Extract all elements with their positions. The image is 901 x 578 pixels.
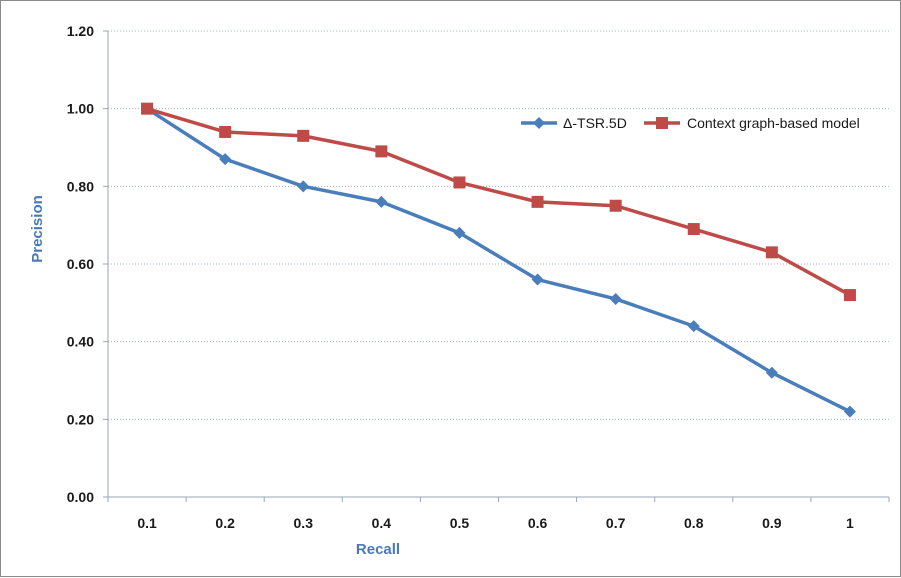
legend: Δ-TSR.5D Context graph-based model — [521, 115, 860, 131]
legend-item: Δ-TSR.5D — [521, 115, 627, 131]
y-tick-label: 0.40 — [67, 334, 94, 350]
data-point-square — [843, 289, 856, 302]
legend-label: Δ-TSR.5D — [563, 115, 627, 131]
data-point-diamond — [453, 226, 466, 239]
data-point-square — [687, 223, 700, 236]
data-point-diamond — [297, 180, 310, 193]
data-point-square — [765, 246, 778, 259]
data-point-diamond — [765, 366, 778, 379]
data-point-square — [297, 129, 310, 142]
x-tick-label: 0.8 — [684, 515, 704, 531]
x-tick-label: 0.9 — [762, 515, 782, 531]
data-point-diamond — [843, 405, 856, 418]
series-lines — [141, 102, 856, 418]
y-axis-title: Precision — [29, 195, 46, 263]
x-axis-title: Recall — [356, 541, 400, 558]
legend-marker — [533, 117, 545, 129]
y-tick-labels: 0.00 0.20 0.40 0.60 0.80 1.00 1.20 — [67, 23, 94, 505]
x-tick-label: 0.3 — [294, 515, 314, 531]
data-point-diamond — [375, 195, 388, 208]
series-line — [146, 106, 851, 297]
gridlines — [108, 30, 889, 420]
x-tick-label: 0.4 — [372, 515, 392, 531]
data-point-square — [531, 195, 544, 208]
x-tick-label: 0.5 — [450, 515, 470, 531]
y-tick-label: 1.00 — [67, 101, 94, 117]
y-tick-label: 0.60 — [67, 256, 94, 272]
data-point-square — [375, 145, 388, 158]
y-tick-label: 0.20 — [67, 411, 94, 427]
x-tick-label: 0.7 — [606, 515, 626, 531]
x-tick-label: 0.1 — [137, 515, 157, 531]
data-point-diamond — [687, 320, 700, 333]
legend-marker — [656, 117, 668, 129]
series-2 — [141, 102, 856, 302]
x-tick-labels: 0.1 0.2 0.3 0.4 0.5 0.6 0.7 0.8 0.9 1 — [137, 515, 854, 531]
legend-item: Context graph-based model — [644, 115, 860, 131]
data-point-square — [219, 125, 232, 138]
data-point-diamond — [609, 292, 622, 305]
x-tick-label: 0.2 — [215, 515, 235, 531]
data-point-square — [141, 102, 154, 115]
data-point-diamond — [531, 273, 544, 286]
x-tick-label: 1 — [846, 515, 854, 531]
axes — [103, 30, 890, 502]
y-tick-label: 1.20 — [67, 23, 94, 39]
y-tick-label: 0.80 — [67, 178, 94, 194]
data-point-square — [453, 176, 466, 189]
data-point-diamond — [219, 153, 232, 166]
series-1 — [141, 102, 856, 418]
y-tick-label: 0.00 — [67, 489, 94, 505]
legend-label: Context graph-based model — [687, 115, 860, 131]
data-point-square — [609, 199, 622, 212]
series-line — [146, 107, 851, 414]
x-tick-label: 0.6 — [528, 515, 548, 531]
